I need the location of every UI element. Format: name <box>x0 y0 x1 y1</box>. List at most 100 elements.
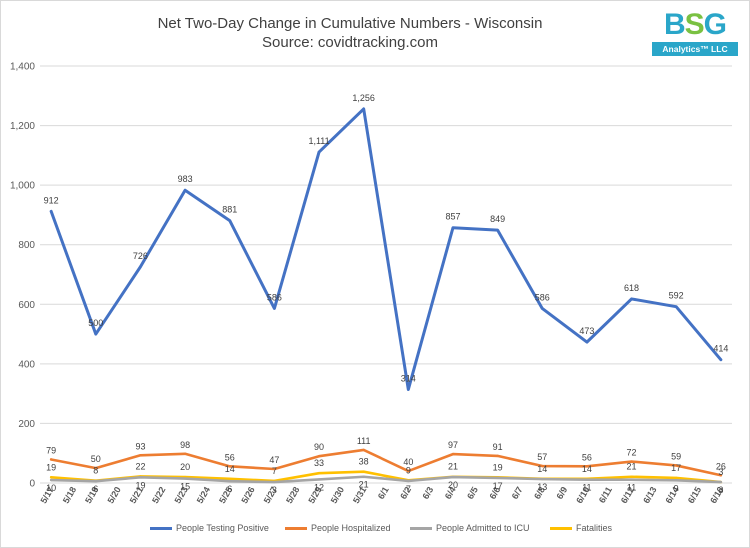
data-label: 57 <box>537 452 547 462</box>
x-tick-label: 6/5 <box>465 485 480 501</box>
data-label: 97 <box>448 440 458 450</box>
data-point <box>496 454 499 458</box>
data-label: 20 <box>448 480 458 490</box>
legend-label: Fatalities <box>576 523 613 533</box>
bsg-logo: BSG Analytics™ LLC <box>652 10 738 58</box>
legend-swatch <box>550 527 572 531</box>
data-label: 47 <box>269 455 279 465</box>
data-label: 12 <box>314 482 324 492</box>
data-label: 6 <box>227 484 232 494</box>
data-label: 14 <box>225 464 235 474</box>
data-label: 726 <box>133 251 148 261</box>
y-tick-label: 400 <box>18 359 35 370</box>
logo-letter-s: S <box>684 8 705 41</box>
data-label: 14 <box>582 464 592 474</box>
legend-item: People Admitted to ICU <box>410 521 530 535</box>
chart-title: Net Two-Day Change in Cumulative Numbers… <box>157 15 543 32</box>
data-label: 500 <box>88 318 103 328</box>
data-label: 6 <box>93 484 98 494</box>
data-label: 1,256 <box>352 93 375 103</box>
data-point <box>585 340 589 344</box>
logo-tagline: Analytics™ LLC <box>652 42 738 56</box>
data-label: 19 <box>135 480 145 490</box>
data-point <box>451 226 455 229</box>
data-point <box>49 210 53 213</box>
data-point <box>94 480 98 483</box>
legend-swatch <box>410 527 432 531</box>
x-tick-label: 5/30 <box>329 485 346 505</box>
legend-label: People Admitted to ICU <box>436 523 530 533</box>
data-label: 857 <box>445 212 460 222</box>
data-point <box>49 458 53 461</box>
data-label: 592 <box>669 291 684 301</box>
data-point <box>273 307 276 310</box>
data-label: 473 <box>579 326 594 336</box>
x-tick-label: 5/20 <box>105 485 122 505</box>
data-point <box>94 332 98 336</box>
logo-letter-g: G <box>703 8 727 41</box>
data-label: 3 <box>718 485 723 495</box>
logo-letters: BSG <box>656 10 734 40</box>
data-point <box>674 479 678 482</box>
data-point <box>407 479 410 483</box>
data-point <box>674 305 678 308</box>
data-label: 14 <box>537 464 547 474</box>
series-line-0 <box>49 107 723 391</box>
data-point <box>362 475 365 478</box>
data-label: 38 <box>359 457 369 467</box>
data-label: 11 <box>627 483 636 493</box>
y-tick-label: 200 <box>18 419 35 430</box>
data-label: 586 <box>535 292 550 302</box>
data-label: 11 <box>582 483 591 493</box>
data-label: 56 <box>225 452 235 462</box>
x-tick-label: 6/15 <box>686 485 703 505</box>
y-tick-label: 600 <box>18 300 35 311</box>
data-point <box>630 478 633 481</box>
data-label: 881 <box>222 205 237 215</box>
data-label: 91 <box>493 442 503 452</box>
data-point <box>674 464 678 467</box>
data-point <box>228 480 231 483</box>
data-point <box>273 480 276 484</box>
data-label: 9 <box>674 483 679 493</box>
logo-letter-b: B <box>663 8 686 41</box>
legend-item: Fatalities <box>550 521 612 535</box>
data-point <box>273 467 276 471</box>
series-line-1 <box>49 448 723 477</box>
data-point <box>228 219 231 222</box>
legend: People Testing Positive People Hospitaliz… <box>150 521 650 535</box>
data-point <box>49 476 53 479</box>
data-label: 7 <box>272 466 277 476</box>
data-point <box>496 228 499 232</box>
chart-subtitle: Source: covidtracking.com <box>262 34 438 51</box>
data-point <box>183 452 187 456</box>
data-label: 26 <box>716 461 726 471</box>
data-label: 3 <box>718 467 723 477</box>
data-point <box>719 474 723 477</box>
legend-swatch <box>285 527 307 531</box>
data-point <box>630 460 633 463</box>
data-point <box>585 478 589 481</box>
legend-label: People Hospitalized <box>311 523 391 533</box>
data-label: 618 <box>624 283 639 293</box>
data-point <box>362 470 365 473</box>
data-label: 40 <box>403 457 413 467</box>
x-tick-label: 5/22 <box>150 485 167 505</box>
data-point <box>541 307 544 310</box>
chart-title-block: Net Two-Day Change in Cumulative Numbers… <box>150 14 550 52</box>
data-point <box>139 454 142 457</box>
x-tick-label: 6/3 <box>420 485 435 501</box>
data-label: 21 <box>627 462 637 472</box>
data-label: 9 <box>406 465 411 475</box>
data-label: 1,111 <box>308 136 329 146</box>
data-point <box>719 358 723 361</box>
data-label: 21 <box>359 480 369 490</box>
data-label: 90 <box>314 442 324 452</box>
data-label: 17 <box>671 463 681 473</box>
data-point <box>228 477 231 481</box>
data-point <box>362 448 365 452</box>
data-point <box>317 150 321 154</box>
data-label: 3 <box>272 485 277 495</box>
data-point <box>183 477 187 480</box>
